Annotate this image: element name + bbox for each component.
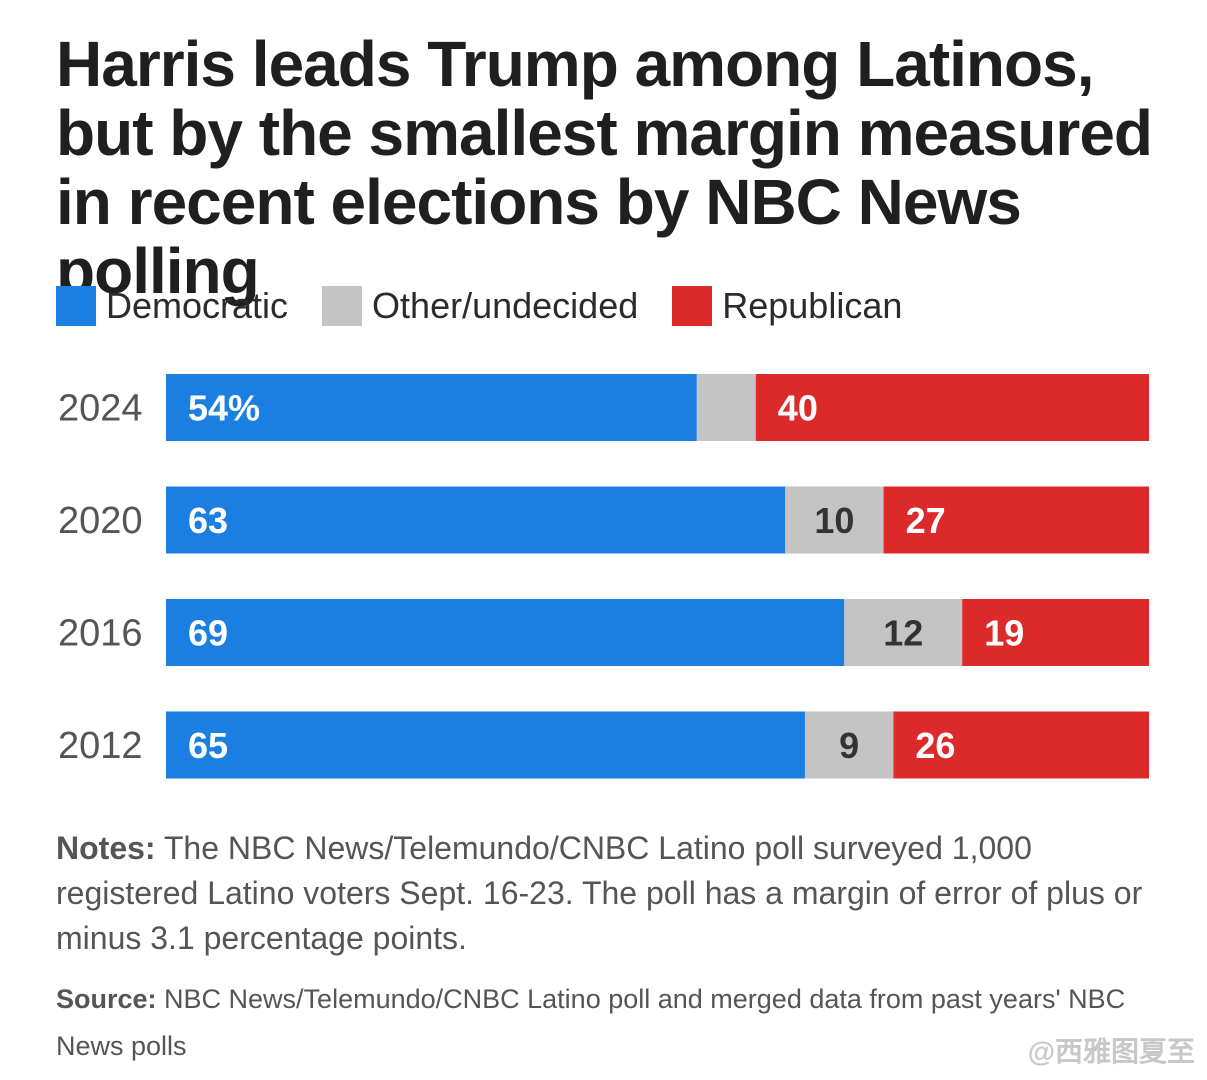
stacked-bar-chart: 2024 54% 40 2020 63 10 27 2016 69 12 19 2012 65 9 26 [58,374,1149,779]
bar-other-undecided-2016 [844,599,963,666]
legend-swatch-other [322,286,363,326]
data-label-democratic-2012: 65 [188,725,228,766]
data-label-democratic-2016: 69 [188,613,228,654]
data-label-republican-2024: 40 [778,388,818,429]
bar-democratic-2024 [166,374,697,441]
bar-other-undecided-2020 [785,486,884,554]
bar-republican-2020 [883,486,1149,554]
bar-democratic-2020 [166,486,786,554]
data-label-republican-2016: 19 [984,613,1024,654]
data-label-democratic-2020: 63 [188,500,228,541]
category-label-2020: 2020 [58,500,143,542]
source-label: Source: [56,984,157,1014]
legend: Democratic Other/undecided Republican [56,284,936,328]
source-text: NBC News/Telemundo/CNBC Latino poll and … [56,984,1126,1061]
legend-item-other: Other/undecided [322,285,638,327]
data-label-republican-2012: 26 [915,725,955,766]
source: Source: NBC News/Telemundo/CNBC Latino p… [56,976,1146,1070]
bar-democratic-2016 [166,599,845,666]
legend-label-republican: Republican [722,285,903,326]
data-label-other-undecided-2012: 9 [839,725,859,766]
bar-republican-2012 [893,711,1149,779]
data-label-other-undecided-2016: 12 [883,613,923,654]
watermark: @西雅图夏至 [1027,1036,1195,1067]
data-label-republican-2020: 27 [906,500,946,541]
category-label-2016: 2016 [58,613,143,655]
legend-label-other: Other/undecided [372,285,639,326]
bar-republican-2016 [962,599,1149,666]
bar-other-undecided-2012 [804,711,894,779]
bar-other-undecided-2024 [696,374,756,441]
data-label-other-undecided-2020: 10 [814,500,854,541]
category-label-2024: 2024 [58,388,143,430]
data-label-democratic-2024: 54% [188,388,260,429]
notes: Notes: The NBC News/Telemundo/CNBC Latin… [56,826,1146,961]
legend-swatch-republican [672,286,713,326]
chart-title: Harris leads Trump among Latinos, but by… [56,28,1153,307]
bar-democratic-2012 [166,711,805,779]
legend-item-republican: Republican [672,285,902,327]
bar-republican-2024 [755,374,1149,441]
notes-text: The NBC News/Telemundo/CNBC Latino poll … [56,830,1143,956]
legend-label-democratic: Democratic [106,285,289,326]
legend-item-democratic: Democratic [56,285,288,327]
category-label-2012: 2012 [58,725,143,767]
notes-label: Notes: [56,830,156,866]
legend-swatch-democratic [56,286,96,326]
